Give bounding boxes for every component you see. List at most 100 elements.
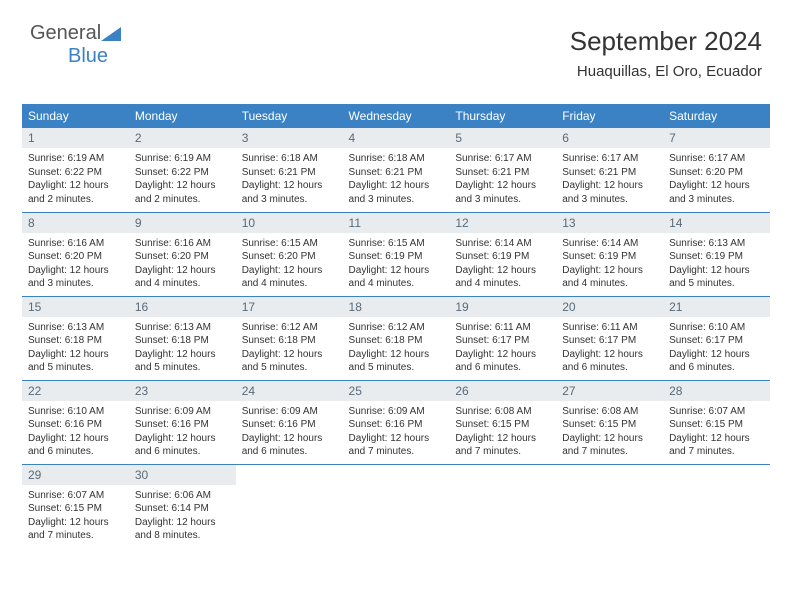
day-info: Sunrise: 6:08 AMSunset: 6:15 PMDaylight:… — [556, 401, 663, 463]
calendar-day-cell: 2Sunrise: 6:19 AMSunset: 6:22 PMDaylight… — [129, 128, 236, 212]
sunset-line: Sunset: 6:21 PM — [455, 166, 550, 180]
day-number: 11 — [343, 213, 450, 233]
day-info: Sunrise: 6:11 AMSunset: 6:17 PMDaylight:… — [556, 317, 663, 379]
sunrise-line: Sunrise: 6:14 AM — [455, 237, 550, 251]
daylight-line: Daylight: 12 hours and 2 minutes. — [28, 179, 123, 206]
calendar-day-cell — [449, 464, 556, 548]
day-info: Sunrise: 6:09 AMSunset: 6:16 PMDaylight:… — [343, 401, 450, 463]
calendar-day-cell: 4Sunrise: 6:18 AMSunset: 6:21 PMDaylight… — [343, 128, 450, 212]
sunset-line: Sunset: 6:18 PM — [349, 334, 444, 348]
day-info: Sunrise: 6:17 AMSunset: 6:20 PMDaylight:… — [663, 148, 770, 210]
day-info: Sunrise: 6:10 AMSunset: 6:17 PMDaylight:… — [663, 317, 770, 379]
sunrise-line: Sunrise: 6:13 AM — [135, 321, 230, 335]
sunrise-line: Sunrise: 6:19 AM — [135, 152, 230, 166]
day-number: 25 — [343, 381, 450, 401]
calendar-day-cell: 30Sunrise: 6:06 AMSunset: 6:14 PMDayligh… — [129, 464, 236, 548]
calendar-day-cell — [236, 464, 343, 548]
sunrise-line: Sunrise: 6:15 AM — [242, 237, 337, 251]
day-number: 29 — [22, 465, 129, 485]
calendar-day-cell — [663, 464, 770, 548]
calendar-day-cell: 5Sunrise: 6:17 AMSunset: 6:21 PMDaylight… — [449, 128, 556, 212]
day-number: 30 — [129, 465, 236, 485]
calendar-day-cell: 18Sunrise: 6:12 AMSunset: 6:18 PMDayligh… — [343, 296, 450, 380]
day-info: Sunrise: 6:07 AMSunset: 6:15 PMDaylight:… — [22, 485, 129, 547]
daylight-line: Daylight: 12 hours and 6 minutes. — [455, 348, 550, 375]
sunset-line: Sunset: 6:21 PM — [242, 166, 337, 180]
calendar-day-cell: 13Sunrise: 6:14 AMSunset: 6:19 PMDayligh… — [556, 212, 663, 296]
daylight-line: Daylight: 12 hours and 6 minutes. — [242, 432, 337, 459]
sunset-line: Sunset: 6:16 PM — [349, 418, 444, 432]
day-info: Sunrise: 6:18 AMSunset: 6:21 PMDaylight:… — [236, 148, 343, 210]
day-number: 26 — [449, 381, 556, 401]
calendar-day-cell: 1Sunrise: 6:19 AMSunset: 6:22 PMDaylight… — [22, 128, 129, 212]
sunrise-line: Sunrise: 6:18 AM — [242, 152, 337, 166]
sunset-line: Sunset: 6:18 PM — [28, 334, 123, 348]
calendar-day-cell: 22Sunrise: 6:10 AMSunset: 6:16 PMDayligh… — [22, 380, 129, 464]
sunrise-line: Sunrise: 6:08 AM — [562, 405, 657, 419]
calendar-day-cell: 10Sunrise: 6:15 AMSunset: 6:20 PMDayligh… — [236, 212, 343, 296]
sunset-line: Sunset: 6:14 PM — [135, 502, 230, 516]
daylight-line: Daylight: 12 hours and 5 minutes. — [28, 348, 123, 375]
day-info: Sunrise: 6:08 AMSunset: 6:15 PMDaylight:… — [449, 401, 556, 463]
brand-logo: General Blue — [30, 22, 121, 68]
day-number: 15 — [22, 297, 129, 317]
day-number: 8 — [22, 213, 129, 233]
day-number: 22 — [22, 381, 129, 401]
sunrise-line: Sunrise: 6:15 AM — [349, 237, 444, 251]
day-info: Sunrise: 6:17 AMSunset: 6:21 PMDaylight:… — [449, 148, 556, 210]
day-info: Sunrise: 6:09 AMSunset: 6:16 PMDaylight:… — [236, 401, 343, 463]
sunset-line: Sunset: 6:17 PM — [562, 334, 657, 348]
sunrise-line: Sunrise: 6:16 AM — [135, 237, 230, 251]
day-number: 7 — [663, 128, 770, 148]
sunset-line: Sunset: 6:19 PM — [455, 250, 550, 264]
day-info: Sunrise: 6:13 AMSunset: 6:18 PMDaylight:… — [129, 317, 236, 379]
calendar-header-cell: Tuesday — [236, 104, 343, 128]
page-title: September 2024 — [570, 26, 762, 57]
sunrise-line: Sunrise: 6:18 AM — [349, 152, 444, 166]
sunrise-line: Sunrise: 6:07 AM — [28, 489, 123, 503]
day-info: Sunrise: 6:07 AMSunset: 6:15 PMDaylight:… — [663, 401, 770, 463]
sunset-line: Sunset: 6:20 PM — [135, 250, 230, 264]
calendar-day-cell: 20Sunrise: 6:11 AMSunset: 6:17 PMDayligh… — [556, 296, 663, 380]
sunrise-line: Sunrise: 6:09 AM — [242, 405, 337, 419]
calendar-header-row: SundayMondayTuesdayWednesdayThursdayFrid… — [22, 104, 770, 128]
calendar-header-cell: Wednesday — [343, 104, 450, 128]
calendar-day-cell: 14Sunrise: 6:13 AMSunset: 6:19 PMDayligh… — [663, 212, 770, 296]
calendar-day-cell — [343, 464, 450, 548]
sunset-line: Sunset: 6:19 PM — [349, 250, 444, 264]
calendar-day-cell: 25Sunrise: 6:09 AMSunset: 6:16 PMDayligh… — [343, 380, 450, 464]
sunrise-line: Sunrise: 6:07 AM — [669, 405, 764, 419]
day-info: Sunrise: 6:17 AMSunset: 6:21 PMDaylight:… — [556, 148, 663, 210]
day-info: Sunrise: 6:11 AMSunset: 6:17 PMDaylight:… — [449, 317, 556, 379]
calendar-day-cell: 19Sunrise: 6:11 AMSunset: 6:17 PMDayligh… — [449, 296, 556, 380]
calendar-header-cell: Friday — [556, 104, 663, 128]
sunset-line: Sunset: 6:15 PM — [28, 502, 123, 516]
calendar-day-cell — [556, 464, 663, 548]
daylight-line: Daylight: 12 hours and 3 minutes. — [455, 179, 550, 206]
daylight-line: Daylight: 12 hours and 7 minutes. — [669, 432, 764, 459]
day-info: Sunrise: 6:16 AMSunset: 6:20 PMDaylight:… — [22, 233, 129, 295]
calendar-header-cell: Monday — [129, 104, 236, 128]
day-number: 23 — [129, 381, 236, 401]
calendar-week-row: 8Sunrise: 6:16 AMSunset: 6:20 PMDaylight… — [22, 212, 770, 296]
daylight-line: Daylight: 12 hours and 4 minutes. — [135, 264, 230, 291]
daylight-line: Daylight: 12 hours and 7 minutes. — [562, 432, 657, 459]
daylight-line: Daylight: 12 hours and 4 minutes. — [562, 264, 657, 291]
sunrise-line: Sunrise: 6:10 AM — [669, 321, 764, 335]
day-number: 9 — [129, 213, 236, 233]
sunrise-line: Sunrise: 6:08 AM — [455, 405, 550, 419]
brand-name-2: Blue — [68, 45, 108, 67]
calendar-day-cell: 9 Sunrise: 6:16 AMSunset: 6:20 PMDaylight… — [129, 212, 236, 296]
brand-triangle-icon — [101, 27, 121, 41]
day-number: 6 — [556, 128, 663, 148]
day-number: 10 — [236, 213, 343, 233]
calendar-day-cell: 15Sunrise: 6:13 AMSunset: 6:18 PMDayligh… — [22, 296, 129, 380]
sunset-line: Sunset: 6:19 PM — [562, 250, 657, 264]
sunrise-line: Sunrise: 6:17 AM — [669, 152, 764, 166]
daylight-line: Daylight: 12 hours and 7 minutes. — [28, 516, 123, 543]
calendar-day-cell: 16Sunrise: 6:13 AMSunset: 6:18 PMDayligh… — [129, 296, 236, 380]
day-info: Sunrise: 6:14 AMSunset: 6:19 PMDaylight:… — [556, 233, 663, 295]
sunrise-line: Sunrise: 6:19 AM — [28, 152, 123, 166]
calendar-week-row: 1Sunrise: 6:19 AMSunset: 6:22 PMDaylight… — [22, 128, 770, 212]
sunrise-line: Sunrise: 6:11 AM — [455, 321, 550, 335]
